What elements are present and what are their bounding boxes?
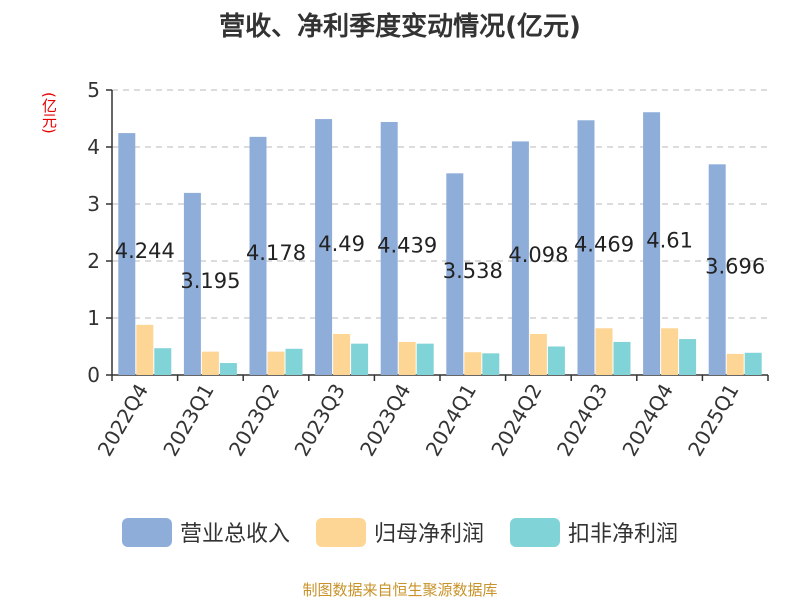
bar-2024Q2-series-2 [547, 346, 565, 375]
bar-2023Q2-series-0 [249, 136, 267, 375]
x-tick-label-2024Q2: 2024Q2 [486, 380, 546, 461]
bar-2023Q2-series-2 [285, 348, 303, 375]
legend: 营业总收入 归母净利润 扣非净利润 [0, 516, 800, 548]
bar-2023Q1-series-1 [201, 351, 219, 375]
data-source-note: 制图数据来自恒生聚源数据库 [302, 581, 498, 599]
legend-label-revenue: 营业总收入 [179, 522, 290, 547]
value-label-2024Q2: 4.098 [508, 243, 568, 267]
x-tick-label-2024Q4: 2024Q4 [617, 380, 677, 461]
legend-swatch-deducted-profit [510, 517, 560, 547]
value-label-2023Q2: 4.178 [246, 241, 306, 265]
bar-2023Q1-series-2 [219, 363, 237, 375]
x-tick-label-2023Q1: 2023Q1 [158, 380, 218, 461]
bar-2024Q3-series-2 [613, 341, 631, 375]
x-tick-label-2025Q1: 2025Q1 [683, 380, 743, 461]
value-label-2023Q1: 3.195 [180, 269, 240, 293]
value-label-2025Q1: 3.696 [705, 255, 765, 279]
x-tick-label-2024Q3: 2024Q3 [552, 380, 612, 461]
bar-2023Q4-series-2 [416, 343, 434, 375]
chart-title: 营收、净利季度变动情况(亿元) [219, 12, 581, 42]
y-tick-label-4: 4 [87, 135, 100, 159]
bar-2022Q4-series-2 [154, 348, 172, 375]
bar-2024Q1-series-2 [482, 353, 500, 375]
x-tick-label-2024Q1: 2024Q1 [421, 380, 481, 461]
value-label-2024Q3: 4.469 [574, 233, 634, 257]
bar-2024Q1-series-1 [464, 352, 482, 375]
legend-label-deducted-profit: 扣非净利润 [568, 522, 679, 547]
legend-item-deducted-profit[interactable]: 扣非净利润 [510, 516, 678, 548]
legend-swatch-revenue [121, 517, 172, 547]
bar-2025Q1-series-2 [744, 352, 762, 375]
value-label-2024Q1: 3.538 [443, 259, 503, 283]
legend-item-revenue[interactable]: 营业总收入 [121, 516, 290, 548]
legend-swatch-net-profit [315, 517, 366, 547]
bar-2024Q2-series-0 [511, 141, 529, 375]
y-tick-label-3: 3 [87, 192, 100, 216]
bar-2022Q4-series-0 [118, 133, 136, 375]
bar-2024Q4-series-2 [679, 339, 697, 375]
x-tick-label-2023Q4: 2023Q4 [355, 380, 415, 461]
bar-2024Q4-series-1 [661, 328, 679, 375]
bar-2024Q1-series-0 [446, 173, 464, 375]
bar-2024Q3-series-1 [595, 328, 613, 375]
value-label-2023Q3: 4.49 [318, 232, 365, 256]
y-tick-label-1: 1 [87, 306, 100, 330]
bar-2023Q2-series-1 [267, 351, 285, 375]
bar-2023Q4-series-1 [398, 341, 416, 375]
bar-2024Q4-series-0 [643, 112, 661, 375]
bar-2023Q4-series-0 [380, 121, 398, 376]
y-tick-label-5: 5 [87, 78, 100, 102]
y-tick-label-2: 2 [87, 249, 100, 273]
bar-2023Q3-series-0 [315, 119, 333, 375]
bar-2025Q1-series-0 [708, 164, 726, 375]
bar-2023Q1-series-0 [183, 192, 201, 375]
x-tick-label-2023Q2: 2023Q2 [224, 380, 284, 461]
bar-2023Q3-series-1 [333, 333, 351, 375]
y-axis-unit-label: (亿元) [40, 92, 58, 134]
x-tick-label-2023Q3: 2023Q3 [289, 380, 349, 461]
legend-label-net-profit: 归母净利润 [373, 522, 484, 547]
x-tick-label-2022Q4: 2022Q4 [93, 380, 153, 461]
bar-2022Q4-series-1 [136, 324, 154, 375]
legend-item-net-profit[interactable]: 归母净利润 [315, 516, 484, 548]
bar-2023Q3-series-2 [351, 343, 369, 375]
bar-2024Q2-series-1 [529, 333, 547, 375]
y-tick-label-0: 0 [87, 363, 100, 387]
value-label-2024Q4: 4.61 [646, 229, 693, 253]
bar-2024Q3-series-0 [577, 120, 595, 375]
value-label-2022Q4: 4.244 [115, 239, 175, 263]
bar-2025Q1-series-1 [726, 353, 744, 375]
value-label-2023Q4: 4.439 [377, 233, 437, 257]
